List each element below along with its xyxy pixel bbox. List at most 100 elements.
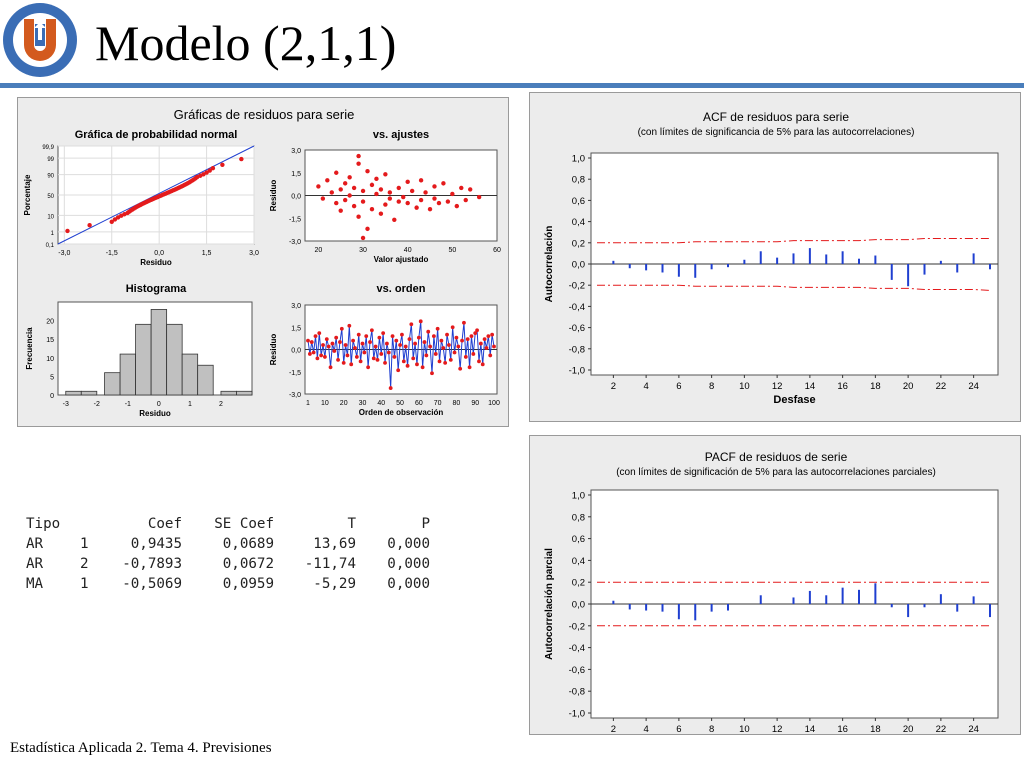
x-tick-label: 8 — [709, 381, 714, 392]
data-point — [324, 337, 329, 342]
y-axis-label: Residuo — [269, 334, 278, 366]
data-point — [307, 352, 312, 356]
data-point — [390, 334, 395, 339]
data-point — [426, 329, 431, 334]
data-point — [386, 350, 391, 355]
coef-cell: 0,0672 — [222, 556, 274, 572]
data-point — [443, 360, 448, 365]
coef-cell: 0,000 — [387, 576, 430, 592]
coef-header-row: Tipo Coef SE Coef T P — [26, 514, 430, 534]
x-tick-label: 1,5 — [202, 250, 212, 257]
data-point — [435, 326, 440, 331]
data-point — [321, 343, 325, 347]
y-axis-label: Autocorrelación parcial — [544, 548, 555, 660]
data-point — [338, 187, 343, 192]
x-axis-label: Residuo — [140, 258, 172, 267]
y-tick-label: 1 — [51, 231, 55, 237]
x-tick-label: 20 — [903, 724, 914, 735]
data-point — [476, 194, 482, 200]
data-point — [329, 190, 334, 195]
y-axis-label: Residuo — [269, 180, 278, 212]
chart-subtitle: (con límites de significancia de 5% para… — [638, 127, 915, 138]
data-point — [445, 332, 449, 337]
coef-cell: -5,29 — [313, 576, 356, 592]
x-tick-label: 0,0 — [154, 250, 164, 257]
coef-cell: -11,74 — [304, 556, 356, 572]
y-tick-label: -1,5 — [289, 216, 301, 223]
chart-title: PACF de residuos de serie — [705, 450, 848, 464]
chart-title: ACF de residuos para serie — [703, 110, 849, 124]
x-tick-label: -2 — [94, 401, 100, 408]
data-point — [360, 235, 366, 241]
y-tick-label: 3,0 — [291, 303, 301, 310]
coef-cell: 0,000 — [387, 536, 430, 552]
x-tick-label: -1 — [125, 401, 131, 408]
data-point — [456, 344, 461, 349]
data-point — [378, 211, 384, 216]
x-tick-label: 30 — [359, 247, 367, 254]
y-tick-label: -0,2 — [569, 281, 585, 292]
data-point — [396, 368, 401, 373]
x-tick-label: 24 — [968, 381, 979, 392]
x-tick-label: 50 — [396, 400, 404, 407]
x-tick-label: 40 — [377, 400, 385, 407]
data-point — [387, 196, 393, 201]
data-point — [374, 191, 379, 197]
coef-cell: MA — [26, 576, 44, 592]
data-point — [345, 353, 350, 358]
coef-cell: 0,9435 — [130, 536, 182, 552]
upper-significance-limit — [597, 238, 990, 244]
data-point — [465, 337, 470, 342]
y-tick-label: 90 — [47, 174, 54, 180]
data-point — [452, 350, 457, 355]
data-point — [392, 217, 397, 222]
data-point — [423, 190, 428, 195]
x-tick-label: 6 — [676, 724, 681, 735]
data-point — [311, 350, 316, 355]
y-tick-label: -0,2 — [569, 621, 585, 632]
y-tick-label: -0,4 — [569, 643, 585, 654]
histogram-bar — [104, 372, 121, 396]
data-point — [325, 178, 330, 183]
y-tick-label: 0,2 — [572, 578, 585, 589]
data-point — [383, 360, 387, 365]
fit-line — [57, 145, 255, 245]
data-point — [341, 360, 346, 365]
data-point — [207, 168, 212, 173]
data-point — [439, 338, 444, 343]
acf-panel: ACF de residuos para serie (con límites d… — [529, 92, 1021, 422]
data-point — [463, 197, 468, 203]
data-point — [87, 222, 92, 228]
data-point — [413, 341, 417, 346]
title-rule — [0, 83, 1024, 88]
data-point — [369, 206, 375, 212]
data-point — [383, 172, 388, 177]
data-point — [454, 335, 459, 340]
x-tick-label: 16 — [837, 724, 848, 735]
data-point — [459, 185, 464, 191]
y-tick-label: -3,0 — [289, 392, 301, 399]
data-point — [403, 344, 408, 349]
data-point — [366, 365, 371, 370]
y-tick-label: 0,6 — [572, 196, 585, 207]
data-point — [374, 176, 379, 182]
coef-cell: -0,5069 — [122, 576, 182, 592]
data-point — [381, 331, 386, 336]
x-tick-label: 60 — [493, 247, 501, 254]
data-point — [478, 341, 483, 346]
table-row: AR 2 -0,7893 0,0672 -11,74 0,000 — [26, 554, 430, 574]
data-point — [396, 185, 401, 191]
chart-title: vs. ajustes — [373, 129, 429, 141]
data-point — [316, 184, 321, 189]
x-tick-label: 10 — [321, 400, 329, 407]
x-tick-label: 10 — [739, 381, 750, 392]
slide-title: Modelo (2,1,1) — [95, 15, 397, 71]
data-point — [328, 365, 333, 370]
data-point — [396, 199, 401, 204]
data-point — [463, 355, 468, 359]
y-tick-label: 0,1 — [46, 243, 55, 249]
x-tick-label: 4 — [643, 381, 648, 392]
data-point — [351, 338, 355, 343]
y-tick-label: -0,4 — [569, 302, 585, 313]
histogram-bar — [135, 323, 152, 396]
